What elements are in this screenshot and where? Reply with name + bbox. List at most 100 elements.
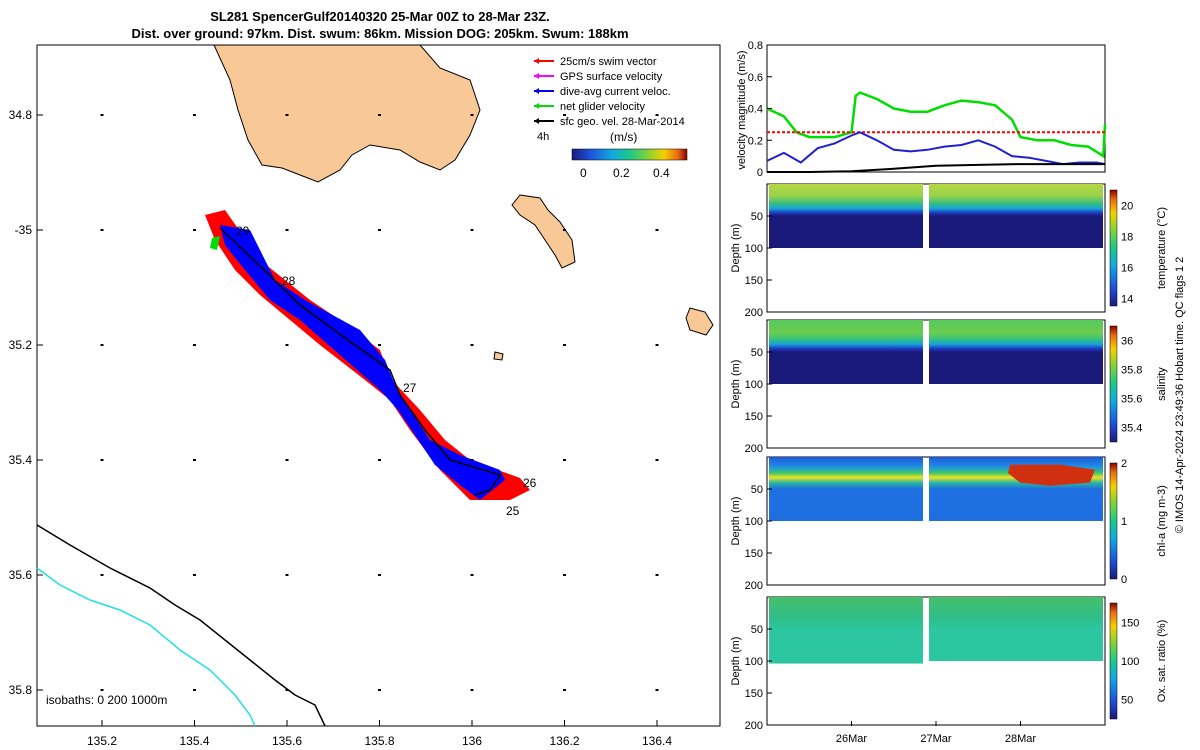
grid-dot (285, 344, 289, 346)
isobath-200m (36, 524, 326, 727)
grid-dot (193, 459, 196, 461)
grid-dot (378, 229, 381, 231)
grid-dot (470, 689, 474, 691)
section-data-right (929, 597, 1103, 661)
land-island-east (511, 194, 576, 269)
isobath-1000m (36, 567, 256, 727)
map-xtick-label: 135.8 (364, 734, 394, 748)
grid-dot (378, 344, 381, 346)
section-ytick-label: 100 (745, 379, 763, 391)
legend-label: GPS surface velocity (560, 71, 663, 83)
map-grid-dots (100, 114, 659, 691)
section-ylabel: Depth (m) (730, 637, 742, 686)
footer-note: © IMOS 14-Apr-2024 23:49:36 Hobart time.… (1174, 257, 1186, 534)
grid-dot (285, 574, 289, 576)
map-xtick-label: 135.6 (272, 734, 302, 748)
section-ytick-label: 200 (745, 720, 763, 732)
day-label-27: 27 (403, 381, 417, 395)
section-colorbar (1109, 189, 1118, 307)
map-xtick-label: 136 (462, 734, 482, 748)
section-ytick-label: 100 (745, 516, 763, 528)
time-tick-label: 26Mar (836, 733, 868, 745)
section-ytick-label: 50 (751, 347, 763, 359)
legend-label: net glider velocity (560, 101, 645, 113)
map-xtick-label: 135.4 (179, 734, 209, 748)
velocity-panel: 0 0.2 0.4 0.6 0.8 velocity magnitude (m/s) (736, 40, 1107, 179)
land-island-small (685, 307, 714, 336)
title-line-1: SL281 SpencerGulf20140320 25-Mar 00Z to … (210, 9, 550, 24)
section-ytick-label: 50 (751, 484, 763, 496)
cbar-tick-label: 16 (1121, 262, 1133, 274)
section-ytick-label: 50 (751, 624, 763, 636)
cbar-tick-label: 2 (1121, 458, 1127, 470)
cbar-tick-label: 150 (1121, 617, 1139, 629)
current-vectors (220, 225, 505, 500)
grid-dot (470, 574, 474, 576)
grid-dot (563, 229, 566, 231)
grid-dot (563, 459, 566, 461)
grid-dot (100, 114, 104, 116)
section-ytick-label: 150 (745, 411, 763, 423)
section-data-right (929, 320, 1103, 384)
day-label-26: 26 (523, 476, 537, 490)
section-ytick-label: 200 (745, 307, 763, 319)
legend-arrowhead (534, 118, 539, 124)
grid-dot (100, 574, 104, 576)
grid-dot (100, 459, 104, 461)
map-ytick-label: -35 (15, 223, 33, 237)
section-ytick-label: 100 (745, 243, 763, 255)
legend-arrowhead (534, 73, 539, 79)
grid-dot (193, 574, 196, 576)
grid-dot (563, 344, 566, 346)
grid-dot (470, 114, 474, 116)
cbar-tick-label: 1 (1121, 516, 1127, 528)
cbar-tick-label: 35.4 (1121, 423, 1142, 435)
grid-dot (563, 689, 566, 691)
map-ytick-label: 35.4 (9, 453, 33, 467)
cbar-label: temperature (°C) (1156, 207, 1168, 289)
speed-colorbar (571, 148, 688, 161)
grid-dot (193, 114, 196, 116)
cbar-tick-0: 0 (580, 166, 587, 180)
grid-dot (378, 459, 381, 461)
grid-dot (378, 689, 381, 691)
land-islet (493, 351, 504, 361)
velocity-ytick-label: 0.6 (748, 72, 763, 84)
velocity-ytick-label: 0.8 (748, 40, 763, 52)
time-axis: 26Mar 27Mar 28Mar (836, 721, 1037, 745)
cbar-tick-label: 50 (1121, 695, 1133, 707)
cbar-label: salinity (1156, 367, 1168, 401)
section-panel-chl-a: 50 100 150 200 Depth (m) 0 1 2 chl-a (mg m-3) (730, 456, 1168, 592)
grid-dot (563, 114, 566, 116)
map-legend: 25cm/s swim vector GPS surface velocity di… (534, 56, 688, 180)
cbar-tick-label: 14 (1121, 293, 1133, 305)
grid-dot (470, 459, 474, 461)
grid-dot (378, 574, 381, 576)
map-y-axis: 34.8 -35 35.2 35.4 35.6 35.8 (9, 108, 43, 697)
grid-dot (655, 344, 659, 346)
section-colorbar (1109, 325, 1118, 443)
velocity-series-line (767, 163, 1105, 173)
legend-label: dive-avg current veloc. (560, 86, 671, 98)
section-ylabel: Depth (m) (730, 224, 742, 273)
grid-dot (100, 344, 104, 346)
grid-dot (470, 229, 474, 231)
grid-dot (100, 229, 104, 231)
title-line-2: Dist. over ground: 97km. Dist. swum: 86k… (131, 26, 629, 41)
velocity-ytick-label: 0 (757, 167, 763, 179)
time-tick-label: 28Mar (1005, 733, 1037, 745)
map-xtick-label: 136.4 (642, 734, 672, 748)
grid-dot (285, 459, 289, 461)
legend-arrowhead (534, 58, 539, 64)
cbar-tick-2: 0.4 (653, 166, 670, 180)
velocity-ytick-label: 0.4 (748, 104, 763, 116)
map-xtick-label: 136.2 (549, 734, 579, 748)
grid-dot (655, 229, 659, 231)
velocity-ylabel: velocity magnitude (m/s) (736, 50, 748, 169)
day-label-29: 29 (236, 224, 250, 238)
legend-arrowhead (534, 88, 539, 94)
section-ytick-label: 150 (745, 688, 763, 700)
section-colorbar (1109, 462, 1118, 580)
